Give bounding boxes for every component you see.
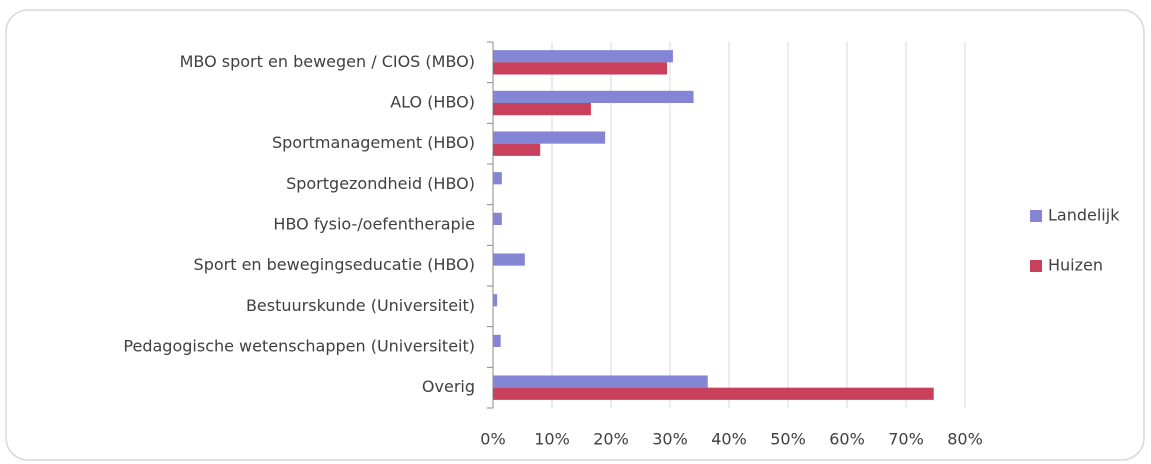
bar bbox=[493, 294, 498, 307]
chart-frame bbox=[5, 9, 1145, 461]
x-tick-label: 80% bbox=[947, 430, 983, 449]
legend-label: Landelijk bbox=[1048, 206, 1120, 225]
bar bbox=[493, 172, 502, 185]
legend-swatch bbox=[1030, 260, 1042, 272]
bar bbox=[493, 131, 606, 144]
bar bbox=[493, 62, 668, 75]
y-tick-label: Pedagogische wetenschappen (Universiteit… bbox=[123, 337, 475, 356]
y-tick-label: MBO sport en bewegen / CIOS (MBO) bbox=[180, 52, 475, 71]
y-tick-label: HBO fysio-/oefentherapie bbox=[273, 215, 475, 234]
bar bbox=[493, 50, 673, 63]
y-tick-label: ALO (HBO) bbox=[390, 93, 475, 112]
bar bbox=[493, 143, 541, 156]
x-tick-label: 60% bbox=[829, 430, 865, 449]
x-tick-label: 30% bbox=[652, 430, 688, 449]
y-tick-label: Sportgezondheid (HBO) bbox=[286, 174, 475, 193]
y-tick-label: Sport en bewegingseducatie (HBO) bbox=[194, 255, 475, 274]
x-tick-label: 70% bbox=[888, 430, 924, 449]
legend-label: Huizen bbox=[1048, 256, 1103, 275]
y-tick-label: Overig bbox=[422, 377, 475, 396]
bar bbox=[493, 90, 694, 103]
x-tick-label: 40% bbox=[711, 430, 747, 449]
x-tick-label: 0% bbox=[480, 430, 505, 449]
bar bbox=[493, 334, 501, 347]
y-tick-label: Bestuurskunde (Universiteit) bbox=[246, 296, 475, 315]
x-tick-label: 50% bbox=[770, 430, 806, 449]
bar bbox=[493, 375, 708, 388]
bar bbox=[493, 253, 525, 266]
bar bbox=[493, 387, 934, 400]
x-tick-label: 10% bbox=[534, 430, 570, 449]
bar bbox=[493, 103, 591, 116]
bar bbox=[493, 212, 502, 225]
legend-swatch bbox=[1030, 210, 1042, 222]
x-tick-label: 20% bbox=[593, 430, 629, 449]
y-tick-label: Sportmanagement (HBO) bbox=[272, 133, 475, 152]
